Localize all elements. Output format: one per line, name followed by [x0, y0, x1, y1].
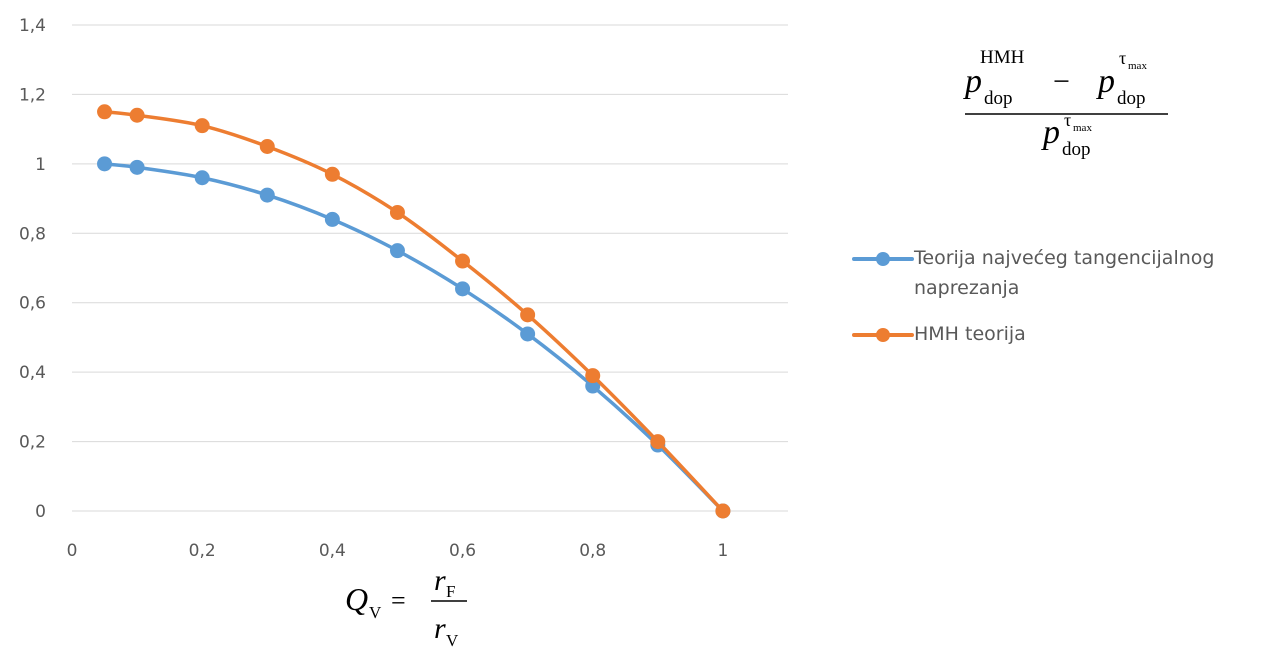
- legend-label: Teorija najvećeg tangencijalnog naprezan…: [914, 247, 1215, 299]
- x-tick-label: 0: [67, 541, 78, 561]
- series-1: [97, 156, 731, 519]
- formula-r-numerator: r: [434, 564, 446, 597]
- y-axis-ticks: 0 0,2 0,4 0,6 0,8 1 1,2 1,4: [19, 16, 46, 522]
- data-point: [715, 503, 731, 519]
- formula-sub-dop-2: dop: [1117, 88, 1146, 109]
- data-point: [389, 243, 405, 259]
- x-tick-label: 0,6: [449, 541, 476, 561]
- formula-numerator-sub: F: [446, 582, 455, 601]
- y-tick-label: 1,2: [19, 85, 46, 105]
- legend-label: HMH teorija: [914, 323, 1026, 345]
- x-tick-label: 0,2: [189, 541, 216, 561]
- legend-key: [852, 321, 914, 345]
- legend-marker: [876, 328, 890, 342]
- formula-denominator-sub: V: [446, 631, 459, 650]
- data-point: [520, 307, 536, 323]
- legend-key: [852, 245, 914, 269]
- formula-p-hmh: p: [963, 63, 982, 100]
- formula-p-tau-2: p: [1041, 114, 1060, 151]
- x-tick-label: 0,4: [319, 541, 346, 561]
- x-tick-label: 0,8: [579, 541, 606, 561]
- data-point: [389, 204, 405, 220]
- formula-sup-hmh: HMH: [980, 47, 1025, 68]
- data-point: [97, 104, 113, 120]
- formula-p-tau-1: p: [1096, 63, 1115, 100]
- data-point: [585, 378, 601, 394]
- data-point: [455, 281, 471, 297]
- x-tick-label: 1: [717, 541, 728, 561]
- series-2: [97, 104, 731, 519]
- y-tick-label: 0,8: [19, 224, 46, 244]
- formula-minus: −: [1053, 65, 1070, 98]
- formula-q-sub: V: [369, 603, 382, 622]
- formula-max-1: max: [1128, 60, 1147, 72]
- series-line: [104, 110, 725, 513]
- data-point: [129, 107, 145, 123]
- formula-q: Q: [345, 581, 368, 617]
- formula-sub-dop-1: dop: [984, 88, 1013, 109]
- series-line: [104, 162, 725, 513]
- y-tick-label: 0: [35, 502, 46, 522]
- formula-tau-2: τ: [1064, 110, 1071, 130]
- chart-legend: Teorija najvećeg tangencijalnog naprezan…: [852, 245, 1281, 367]
- data-point: [324, 166, 340, 182]
- formula-equals: =: [391, 586, 406, 615]
- formula-sub-dop-3: dop: [1062, 139, 1091, 160]
- data-point: [650, 434, 666, 450]
- x-axis-label-formula: Q V = r F r V: [345, 564, 467, 650]
- legend-marker: [876, 252, 890, 266]
- formula-max-2: max: [1073, 122, 1092, 134]
- grid-lines: [72, 24, 788, 512]
- data-point: [129, 159, 145, 175]
- data-point: [259, 139, 275, 154]
- data-point: [259, 187, 275, 203]
- legend-item: HMH teorija: [852, 321, 1281, 349]
- legend-item: Teorija najvećeg tangencijalnog naprezan…: [852, 245, 1281, 303]
- data-point: [194, 118, 210, 134]
- y-tick-label: 0,2: [19, 433, 46, 453]
- data-point: [194, 170, 210, 186]
- y-axis-label-formula: p dop HMH − p dop τ max p dop τ max: [963, 47, 1168, 160]
- y-tick-label: 1,4: [19, 16, 46, 36]
- y-tick-label: 0,6: [19, 294, 46, 314]
- data-point: [324, 211, 340, 227]
- data-point: [520, 326, 536, 342]
- data-point: [585, 368, 601, 384]
- formula-r-denominator: r: [434, 612, 446, 645]
- series-layer: [97, 104, 731, 519]
- data-point: [455, 253, 471, 269]
- formula-tau-1: τ: [1119, 48, 1126, 68]
- data-point: [97, 156, 113, 172]
- x-axis-ticks: 0 0,2 0,4 0,6 0,8 1: [67, 541, 729, 561]
- y-tick-label: 0,4: [19, 363, 46, 383]
- y-tick-label: 1: [35, 155, 46, 175]
